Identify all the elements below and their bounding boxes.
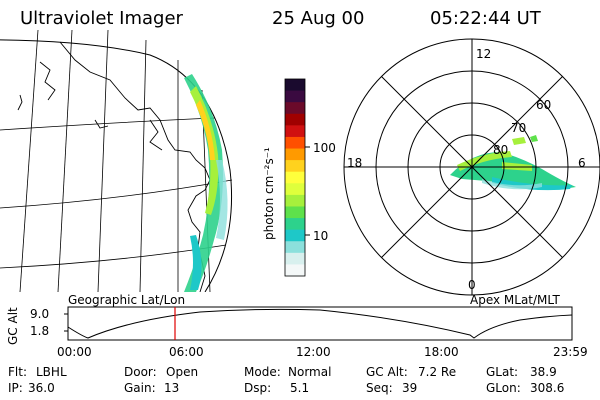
gain-label: Gain: [124,381,156,395]
colorbar-swatch [285,218,305,231]
colorbar-tick-10: 10 [313,229,329,243]
colorbar-swatch [285,252,305,266]
polar-caption: Apex MLat/MLT [470,293,560,307]
colorbar-swatch [285,171,305,184]
gc-alt-label: GC Alt: [366,365,408,379]
ip-label: IP: [8,381,23,395]
dsp-value: 5.1 [290,381,310,395]
ip-value: 36.0 [28,381,55,395]
mlt-label-6: 6 [578,156,586,170]
auroral-oval-geo [184,74,228,292]
mlt-label-0: 0 [468,278,476,292]
altitude-tick-high: 9.0 [30,307,50,321]
time-tick-1200: 12:00 [296,345,331,359]
colorbar-swatch [285,136,305,150]
dsp-label: Dsp: [244,381,272,395]
colorbar-swatch [285,229,305,242]
door-value: Open [166,365,199,379]
geographic-caption: Geographic Lat/Lon [68,293,186,307]
altitude-axis-label: GC Alt [6,307,20,345]
mlt-label-18: 18 [347,156,363,170]
glon-value: 308.6 [530,381,565,395]
colorbar-unit-label: photon cm⁻²s⁻¹ [262,147,276,240]
colorbar-swatch [285,148,305,161]
colorbar-swatch [285,113,305,126]
altitude-curve [67,308,573,339]
time-tick-0600: 06:00 [169,345,204,359]
seq-value: 39 [402,381,418,395]
colorbar-swatch [285,102,305,115]
mlt-label-12: 12 [476,47,492,61]
lat-label-70: 70 [511,121,527,135]
time-tick-2359: 23:59 [553,345,588,359]
flt-label: Flt: [8,365,27,379]
colorbar-swatch [285,241,305,254]
instrument-title: Ultraviolet Imager [20,8,183,29]
geographic-map [0,30,233,292]
gain-value: 13 [164,381,180,395]
lat-label-80: 80 [493,143,509,157]
time-label: 05:22:44 UT [430,8,541,29]
flt-value: LBHL [36,365,67,379]
glat-value: 38.9 [530,365,557,379]
mode-label: Mode: [244,365,281,379]
coastline [59,41,211,292]
altitude-plot [64,306,573,341]
glat-label: GLat: [486,365,519,379]
gc-alt-value: 7.2 Re [418,365,457,379]
door-label: Door: [124,365,157,379]
colorbar [284,78,310,277]
seq-label: Seq: [366,381,393,395]
altitude-tick-low: 1.8 [30,324,50,338]
time-tick-1800: 18:00 [424,345,459,359]
polar-plot [343,38,600,296]
colorbar-swatch [285,79,305,92]
time-tick-0000: 00:00 [57,345,92,359]
colorbar-swatch [285,125,305,138]
colorbar-swatch [285,160,305,173]
date-label: 25 Aug 00 [272,8,365,29]
colorbar-swatch [285,264,305,277]
colorbar-swatch [285,183,305,196]
glon-label: GLon: [486,381,521,395]
colorbar-swatch [285,206,305,219]
auroral-oval-polar [450,135,576,191]
colorbar-swatch [285,194,305,208]
colorbar-swatch [285,90,305,103]
lat-label-60: 60 [536,98,552,112]
mode-value: Normal [288,365,332,379]
colorbar-tick-100: 100 [313,141,336,155]
